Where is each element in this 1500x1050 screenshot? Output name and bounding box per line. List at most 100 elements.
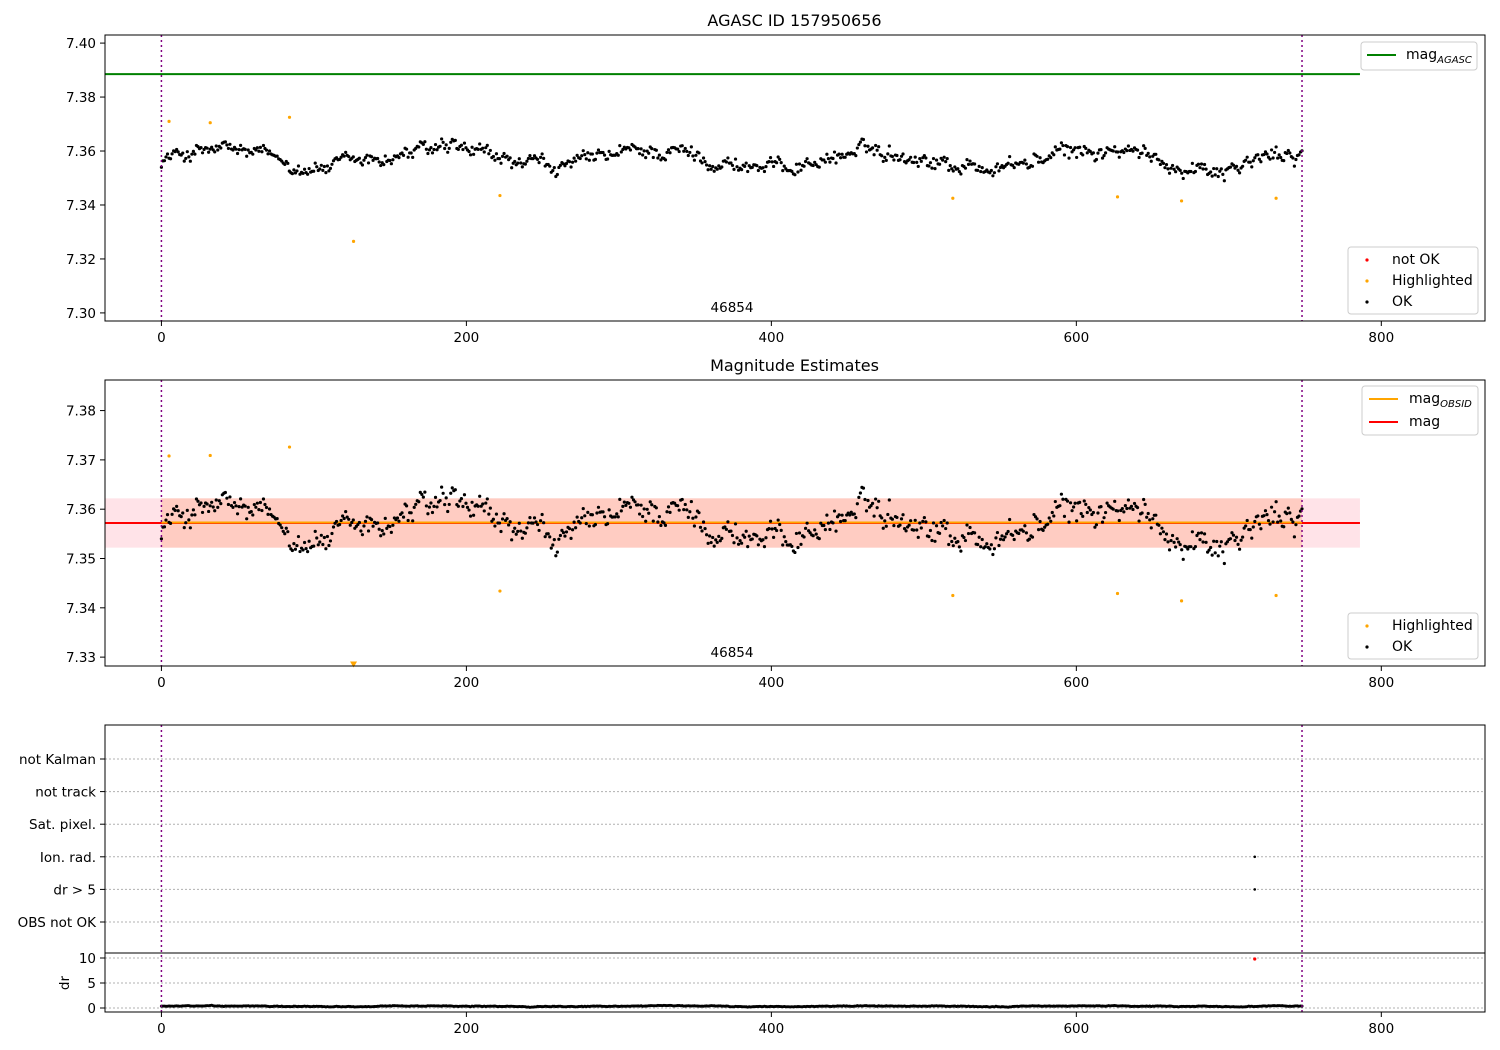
ok-point <box>1038 519 1042 524</box>
ok-point <box>596 505 601 509</box>
panel-2-annotation: 46854 <box>711 645 754 661</box>
ok-point <box>313 529 317 533</box>
ok-point <box>539 155 543 159</box>
ok-point <box>755 534 759 538</box>
ok-point <box>494 152 499 156</box>
ok-point <box>1228 165 1233 169</box>
ok-point <box>228 142 232 146</box>
ok-point <box>682 149 686 153</box>
ok-point <box>825 152 829 156</box>
ok-point <box>948 164 952 168</box>
ok-point <box>1210 553 1214 557</box>
ok-point <box>380 529 384 533</box>
ok-point <box>663 523 668 527</box>
ok-point <box>1273 510 1277 514</box>
ok-point <box>890 517 894 521</box>
ok-point <box>574 159 578 163</box>
ok-point <box>995 162 1000 166</box>
ok-point <box>1140 151 1144 155</box>
ok-point <box>593 522 598 527</box>
ok-point <box>1251 159 1255 163</box>
ok-point <box>1169 166 1173 170</box>
ok-point <box>283 532 287 536</box>
ok-point <box>513 526 517 530</box>
ok-point <box>861 486 866 490</box>
ok-point <box>945 156 949 161</box>
ok-point <box>587 524 591 528</box>
ok-point <box>995 530 1000 535</box>
ok-point <box>651 155 655 160</box>
ok-point <box>973 531 977 535</box>
ok-point <box>181 151 185 155</box>
ok-point <box>537 528 541 533</box>
ok-point <box>909 155 913 159</box>
ok-point <box>947 542 951 547</box>
ok-point <box>1198 538 1202 542</box>
ok-point <box>619 150 623 154</box>
ok-point <box>618 497 622 502</box>
ok-point <box>1113 145 1117 149</box>
ok-point <box>826 521 831 525</box>
ok-point <box>803 526 808 530</box>
ok-point <box>1075 155 1079 160</box>
ok-point <box>743 535 747 539</box>
ok-point <box>531 521 535 525</box>
ok-point <box>280 526 284 530</box>
ok-point <box>764 536 768 540</box>
ok-point <box>1061 497 1065 501</box>
ok-point <box>1126 144 1131 148</box>
ok-point <box>813 528 817 532</box>
ok-point <box>1105 501 1109 505</box>
ok-point <box>286 161 290 165</box>
ok-point <box>465 505 470 509</box>
ok-point <box>1132 501 1137 506</box>
ok-point <box>487 512 491 516</box>
legend-mag-label: mag <box>1406 47 1437 63</box>
ok-point <box>1084 502 1088 506</box>
ok-point <box>1286 148 1290 153</box>
panel-flags: not Kalman not track Sat. pixel. Ion. rad. d… <box>18 724 1486 1037</box>
ok-point <box>922 154 926 158</box>
ok-point <box>825 513 829 517</box>
ok-point <box>979 169 983 174</box>
ok-point <box>388 158 392 163</box>
ok-point <box>261 143 266 148</box>
ok-point <box>1073 501 1077 505</box>
ok-point <box>258 500 263 505</box>
ok-point <box>199 501 203 505</box>
ok-point <box>339 155 343 159</box>
ok-point <box>1193 545 1198 549</box>
ok-point <box>944 526 948 531</box>
ok-point <box>583 153 587 157</box>
ok-point <box>875 506 879 510</box>
ok-point <box>706 541 710 545</box>
ok-point <box>1253 519 1257 524</box>
ok-point <box>1068 145 1073 150</box>
ok-point <box>540 152 544 156</box>
ok-point <box>464 146 468 150</box>
ok-point <box>199 146 203 150</box>
ok-point <box>1126 498 1131 502</box>
ok-point <box>951 169 955 173</box>
ok-point <box>296 534 301 539</box>
ok-point <box>572 520 576 524</box>
ok-point <box>778 522 782 527</box>
ok-point <box>1053 145 1057 149</box>
ok-point <box>998 537 1003 541</box>
ok-point <box>602 153 607 157</box>
ok-point <box>231 148 235 152</box>
ok-point <box>1062 153 1067 157</box>
ok-point <box>444 496 448 500</box>
ok-point <box>704 163 709 167</box>
ok-point <box>1167 171 1172 175</box>
ok-point <box>476 147 480 152</box>
ok-point <box>484 146 488 150</box>
legend-ok-marker <box>1365 300 1369 304</box>
ok-point <box>1181 557 1185 561</box>
ok-point <box>1158 162 1162 167</box>
ok-point <box>717 534 721 538</box>
ok-point <box>540 512 544 517</box>
ok-point <box>497 156 502 161</box>
ok-point <box>500 517 505 521</box>
ok-point <box>168 157 173 161</box>
